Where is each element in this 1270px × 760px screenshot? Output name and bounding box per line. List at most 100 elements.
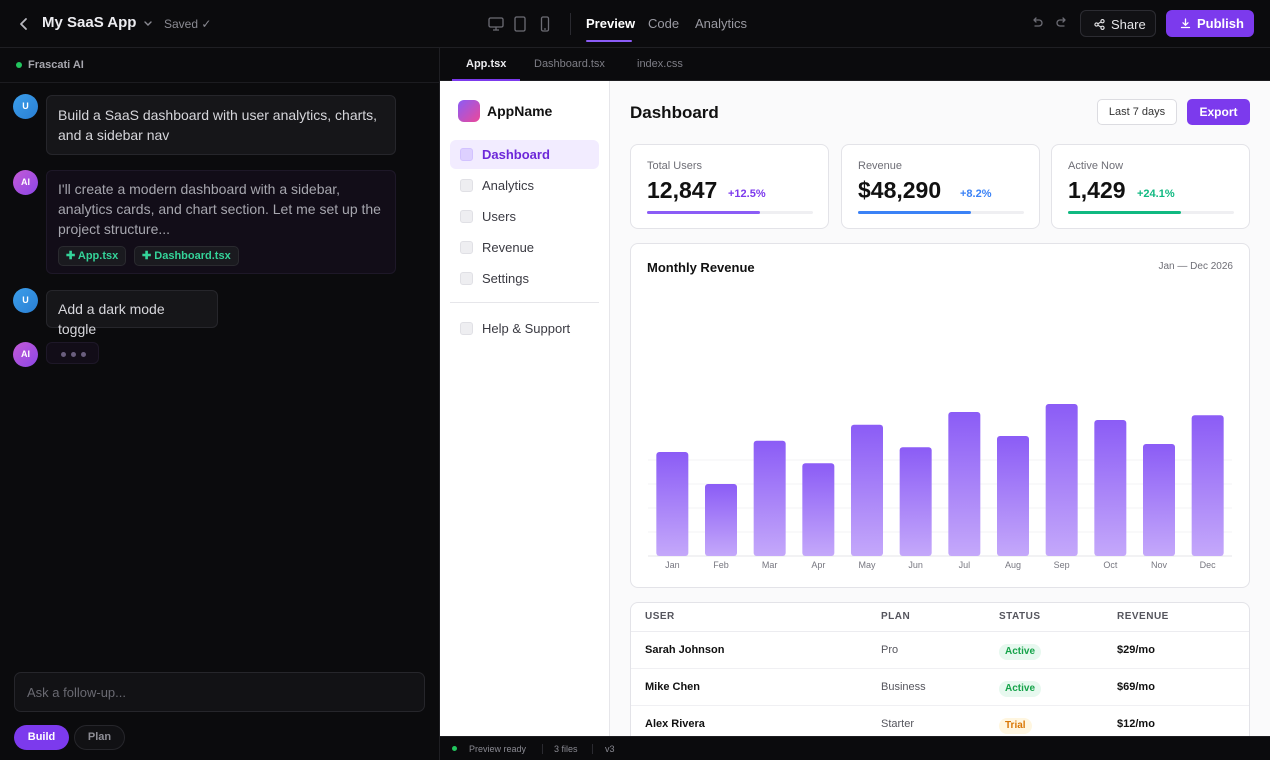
- x-tick-label: Oct: [1103, 560, 1118, 570]
- table-row[interactable]: Mike Chen Business Active $69/mo: [631, 669, 1249, 706]
- chat-panel: Frascati AI U Build a SaaS dashboard wit…: [0, 48, 440, 760]
- column-header-user[interactable]: USER: [645, 611, 675, 622]
- table-row[interactable]: Alex Rivera Starter Trial $12/mo: [631, 706, 1249, 736]
- back-arrow-icon[interactable]: [14, 14, 34, 34]
- chat-header: Frascati AI: [0, 48, 440, 83]
- chart-bar-aug[interactable]: [997, 436, 1029, 556]
- x-tick-label: Apr: [811, 560, 825, 570]
- column-header-revenue[interactable]: REVENUE: [1117, 611, 1169, 622]
- user-message: Add a dark mode toggle: [46, 290, 218, 337]
- x-tick-label: Jul: [959, 560, 971, 570]
- build-mode-button[interactable]: Build: [14, 725, 69, 750]
- file-tab-index-css[interactable]: index.css: [637, 58, 683, 70]
- cell-revenue: $69/mo: [1117, 681, 1155, 693]
- sidebar-item-help[interactable]: Help & Support: [450, 314, 599, 343]
- x-tick-label: Nov: [1151, 560, 1168, 570]
- sidebar-item-analytics[interactable]: Analytics: [450, 171, 599, 200]
- online-status-dot: [16, 62, 22, 68]
- tab-code[interactable]: Code: [648, 16, 680, 31]
- file-tab-app[interactable]: App.tsx: [466, 58, 507, 70]
- stat-label: Active Now: [1068, 160, 1124, 172]
- chart-bar-feb[interactable]: [705, 484, 737, 556]
- chevron-down-icon[interactable]: [142, 16, 154, 30]
- export-button[interactable]: Export: [1187, 99, 1250, 125]
- column-header-plan[interactable]: PLAN: [881, 611, 911, 622]
- chart-bar-apr[interactable]: [802, 463, 835, 556]
- sidebar-item-label: Help & Support: [482, 321, 571, 336]
- project-title[interactable]: My SaaS App: [42, 14, 137, 31]
- divider: [570, 13, 571, 35]
- date-range-button[interactable]: Last 7 days: [1097, 99, 1177, 125]
- stat-label: Total Users: [647, 160, 703, 172]
- sidebar-item-revenue[interactable]: Revenue: [450, 233, 599, 262]
- users-table: USER PLAN STATUS REVENUE Sarah Johnson P…: [630, 602, 1250, 736]
- chart-bar-nov[interactable]: [1143, 444, 1175, 556]
- chart-bar-jan[interactable]: [656, 452, 689, 556]
- preview-sidebar: AppName Dashboard Analytics Users Revenu…: [440, 81, 610, 736]
- version-label: v3: [605, 744, 615, 754]
- cell-revenue: $29/mo: [1117, 644, 1155, 656]
- x-tick-label: Mar: [762, 560, 778, 570]
- analytics-icon: [460, 179, 473, 192]
- typing-indicator: [46, 342, 99, 364]
- cell-user: Sarah Johnson: [645, 644, 725, 656]
- plan-mode-button[interactable]: Plan: [74, 725, 125, 750]
- status-bar: Preview ready 3 files v3: [440, 736, 1270, 760]
- users-icon: [460, 210, 473, 223]
- x-tick-label: Feb: [713, 560, 729, 570]
- chart-bar-may[interactable]: [851, 424, 883, 556]
- file-chip[interactable]: ✚ App.tsx: [58, 246, 127, 266]
- app-preview: AppName Dashboard Analytics Users Revenu…: [440, 81, 1270, 736]
- status-badge: Active: [999, 644, 1042, 660]
- share-icon: [1094, 19, 1105, 30]
- cell-user: Mike Chen: [645, 681, 701, 693]
- tab-preview[interactable]: Preview: [586, 16, 636, 31]
- chart-bar-oct[interactable]: [1094, 420, 1127, 556]
- tab-analytics[interactable]: Analytics: [695, 16, 748, 31]
- chart-bar-sep[interactable]: [1045, 404, 1078, 556]
- file-chip[interactable]: ✚ Dashboard.tsx: [134, 246, 239, 266]
- stat-progress: [647, 211, 813, 214]
- undo-icon[interactable]: [1030, 16, 1044, 30]
- tablet-icon[interactable]: [513, 15, 527, 33]
- sidebar-item-users[interactable]: Users: [450, 202, 599, 231]
- file-tab-dashboard[interactable]: Dashboard.tsx: [534, 58, 605, 70]
- publish-button[interactable]: Publish: [1166, 10, 1254, 37]
- desktop-icon[interactable]: [487, 15, 505, 33]
- stat-progress: [1068, 211, 1234, 214]
- app-name: AppName: [487, 103, 553, 119]
- stat-change: +8.2%: [960, 188, 992, 200]
- chart-bar-jun[interactable]: [899, 447, 932, 556]
- chart-bar-dec[interactable]: [1191, 415, 1224, 556]
- file-tabs: App.tsx Dashboard.tsx index.css: [440, 48, 1270, 81]
- stat-change: +12.5%: [728, 188, 766, 200]
- revenue-icon: [460, 241, 473, 254]
- device-switcher: [487, 15, 553, 33]
- assistant-name: Frascati AI: [28, 59, 84, 71]
- divider: [631, 631, 1249, 632]
- status-badge: Active: [999, 681, 1042, 697]
- stat-progress-fill: [647, 211, 760, 214]
- share-button[interactable]: Share: [1080, 10, 1156, 37]
- sidebar-item-label: Users: [482, 209, 516, 224]
- mobile-icon[interactable]: [539, 15, 551, 33]
- help-icon: [460, 322, 473, 335]
- chart-bar-mar[interactable]: [753, 440, 786, 556]
- sidebar-item-dashboard[interactable]: Dashboard: [450, 140, 599, 169]
- x-tick-label: Aug: [1005, 560, 1021, 570]
- page-title: Dashboard: [630, 103, 719, 122]
- column-header-status[interactable]: STATUS: [999, 611, 1041, 622]
- chart-bar-jul[interactable]: [948, 412, 981, 556]
- stat-value: $48,290: [858, 177, 942, 203]
- cell-plan: Starter: [881, 718, 915, 730]
- stat-progress: [858, 211, 1024, 214]
- active-file-indicator: [452, 79, 520, 81]
- ai-message-text: I'll create a modern dashboard with a si…: [58, 181, 381, 237]
- dashboard-main: Dashboard Last 7 days Export Total Users…: [610, 81, 1270, 736]
- x-tick-label: Sep: [1054, 560, 1070, 570]
- redo-icon[interactable]: [1055, 16, 1069, 30]
- table-row[interactable]: Sarah Johnson Pro Active $29/mo: [631, 632, 1249, 669]
- sidebar-item-settings[interactable]: Settings: [450, 264, 599, 293]
- follow-up-input[interactable]: [14, 672, 425, 712]
- stat-value: 1,429: [1068, 177, 1126, 203]
